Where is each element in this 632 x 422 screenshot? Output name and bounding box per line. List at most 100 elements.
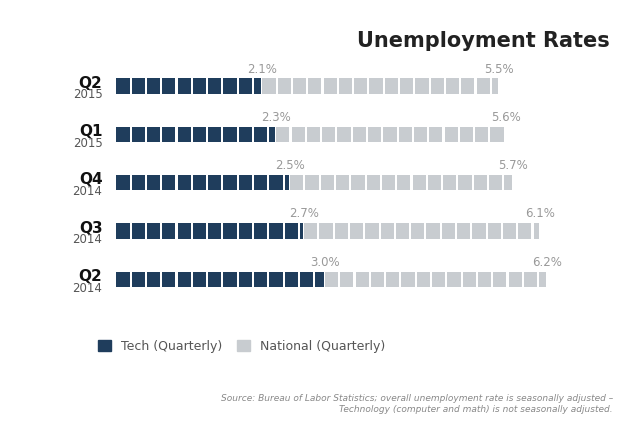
Bar [321,175,334,190]
Bar [208,272,221,287]
Bar [503,223,516,239]
Bar [131,127,145,142]
Bar [325,272,338,287]
Bar [367,175,380,190]
Text: Unemployment Rates: Unemployment Rates [357,31,610,51]
Bar [442,223,455,239]
Bar [416,272,430,287]
Bar [277,78,291,94]
Bar [239,175,252,190]
Bar [224,175,236,190]
Bar [430,78,444,94]
Bar [474,175,487,190]
Bar [385,78,398,94]
Bar [147,223,160,239]
Bar [457,223,470,239]
Bar [413,175,426,190]
Bar [444,127,458,142]
Text: 2.3%: 2.3% [262,111,291,124]
Bar [208,223,221,239]
Bar [116,127,130,142]
Bar [356,272,368,287]
Bar [400,78,413,94]
Bar [178,78,191,94]
Bar [411,223,425,239]
Text: 5.6%: 5.6% [491,111,521,124]
Text: Q2: Q2 [79,269,102,284]
Bar [293,78,306,94]
Bar [488,223,501,239]
Bar [269,223,283,239]
Bar [305,175,319,190]
Text: 5.7%: 5.7% [498,159,528,172]
Bar [307,127,320,142]
Bar [398,175,411,190]
Bar [354,78,367,94]
Bar [353,127,366,142]
Bar [224,223,236,239]
Bar [239,223,252,239]
Text: 6.2%: 6.2% [533,256,562,269]
Bar [477,78,490,94]
Bar [162,127,176,142]
Text: 2015: 2015 [73,137,102,150]
Bar [509,272,522,287]
Bar [463,272,476,287]
Bar [178,127,191,142]
Text: 2014: 2014 [73,185,102,198]
Text: Q2: Q2 [79,76,102,91]
Bar [504,175,512,190]
Bar [131,175,145,190]
Bar [401,272,415,287]
Bar [427,223,440,239]
Bar [493,272,506,287]
Bar [254,223,267,239]
Bar [324,78,337,94]
Bar [308,78,322,94]
Bar [428,175,441,190]
Text: Q1: Q1 [79,124,102,139]
Bar [368,127,381,142]
Bar [208,175,221,190]
Bar [336,175,349,190]
Bar [276,127,289,142]
Text: 6.1%: 6.1% [526,208,556,220]
Bar [300,272,313,287]
Bar [478,272,491,287]
Bar [533,223,540,239]
Legend: Tech (Quarterly), National (Quarterly): Tech (Quarterly), National (Quarterly) [98,340,385,353]
Bar [239,127,252,142]
Bar [370,78,382,94]
Bar [193,78,206,94]
Bar [254,127,267,142]
Text: Q3: Q3 [79,221,102,235]
Bar [116,175,130,190]
Bar [193,272,206,287]
Bar [322,127,336,142]
Bar [224,272,236,287]
Bar [446,78,459,94]
Bar [178,272,191,287]
Text: 2014: 2014 [73,281,102,295]
Bar [224,127,236,142]
Text: Q4: Q4 [79,172,102,187]
Bar [269,272,283,287]
Bar [162,175,176,190]
Bar [351,175,365,190]
Text: Source: Bureau of Labor Statistics; overall unemployment rate is seasonally adju: Source: Bureau of Labor Statistics; over… [221,394,613,414]
Bar [443,175,456,190]
Bar [147,272,160,287]
Bar [472,223,485,239]
Bar [524,272,537,287]
Bar [269,175,283,190]
Bar [492,78,498,94]
Bar [489,175,502,190]
Bar [291,127,305,142]
Bar [319,223,332,239]
Bar [116,223,130,239]
Bar [239,272,252,287]
Bar [208,78,221,94]
Bar [475,127,489,142]
Bar [147,175,160,190]
Bar [131,78,145,94]
